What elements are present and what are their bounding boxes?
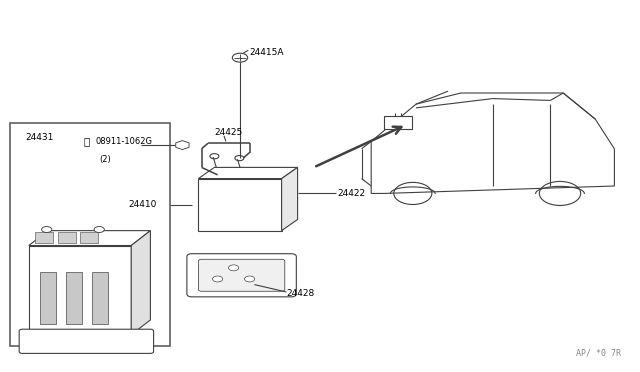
Circle shape: [232, 53, 248, 62]
Bar: [35, 232, 53, 243]
Circle shape: [210, 154, 219, 159]
Circle shape: [235, 155, 244, 161]
Bar: [66, 272, 82, 324]
Bar: [40, 272, 56, 324]
Circle shape: [94, 227, 104, 232]
FancyBboxPatch shape: [198, 259, 285, 291]
Text: 08911-1062G: 08911-1062G: [96, 137, 153, 146]
Circle shape: [42, 227, 52, 232]
Polygon shape: [29, 231, 150, 246]
Text: (2): (2): [99, 155, 111, 164]
Text: 24425: 24425: [214, 128, 243, 137]
Circle shape: [244, 276, 255, 282]
Bar: [92, 272, 108, 324]
Circle shape: [212, 276, 223, 282]
Bar: [384, 116, 412, 129]
Bar: [10, 123, 170, 346]
Text: ⓝ: ⓝ: [83, 137, 90, 146]
Text: 24410: 24410: [128, 200, 156, 209]
Polygon shape: [282, 167, 298, 231]
Bar: [29, 246, 131, 335]
Bar: [198, 179, 282, 231]
Polygon shape: [198, 167, 298, 179]
Polygon shape: [131, 231, 150, 335]
Text: AP/ *0 7R: AP/ *0 7R: [576, 348, 621, 357]
Polygon shape: [176, 141, 189, 150]
Text: 24415A: 24415A: [250, 48, 284, 57]
FancyBboxPatch shape: [187, 254, 296, 297]
Text: 24431: 24431: [26, 133, 54, 142]
Text: 24422: 24422: [337, 189, 365, 198]
Circle shape: [228, 265, 239, 271]
Bar: [58, 232, 76, 243]
Bar: [80, 232, 98, 243]
FancyBboxPatch shape: [19, 329, 154, 353]
Text: 24428: 24428: [287, 289, 315, 298]
